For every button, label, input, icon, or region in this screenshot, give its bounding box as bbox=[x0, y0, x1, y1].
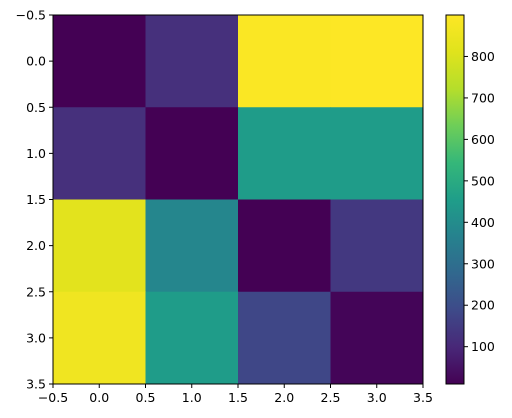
heatmap-cell-r3-c2 bbox=[238, 291, 331, 385]
x-tick-label: 0.5 bbox=[136, 390, 156, 405]
y-tick-label: 0.0 bbox=[26, 54, 46, 69]
colorbar-tick-label: 300 bbox=[471, 256, 495, 271]
colorbar-ticks: 100 200 300 400 500 600 700 800 bbox=[464, 49, 495, 354]
y-tick-label: 2.0 bbox=[26, 238, 46, 253]
heatmap-cell-r3-c3 bbox=[330, 291, 424, 385]
heatmap-cells bbox=[53, 15, 424, 385]
heatmap-cell-r1-c2 bbox=[238, 107, 331, 200]
x-tick-label: 1.0 bbox=[182, 390, 202, 405]
colorbar-frame bbox=[445, 14, 465, 385]
colorbar-tick-label: 800 bbox=[471, 49, 495, 64]
x-tick-label: 3.0 bbox=[367, 390, 387, 405]
colorbar-tick-label: 500 bbox=[471, 173, 495, 188]
y-tick-label: −0.5 bbox=[16, 8, 46, 23]
heatmap-cell-r1-c1 bbox=[145, 107, 239, 200]
colorbar-tick-label: 200 bbox=[471, 298, 495, 313]
heatmap-cell-r3-c0 bbox=[53, 291, 146, 385]
colorbar-tick-label: 400 bbox=[471, 215, 495, 230]
y-tick-label: 1.5 bbox=[26, 192, 46, 207]
colorbar-tick-label: 600 bbox=[471, 132, 495, 147]
x-tick-label: 3.5 bbox=[413, 390, 433, 405]
x-tick-label: 1.5 bbox=[228, 390, 248, 405]
colorbar-tick-label: 700 bbox=[471, 90, 495, 105]
heatmap-cell-r2-c2 bbox=[238, 199, 331, 293]
y-tick-label: 3.0 bbox=[26, 330, 46, 345]
heatmap-cell-r3-c1 bbox=[145, 291, 239, 385]
heatmap-cell-r1-c3 bbox=[330, 107, 424, 200]
y-tick-label: 3.5 bbox=[26, 377, 46, 392]
heatmap-cell-r0-c3 bbox=[330, 15, 424, 108]
heatmap-cell-r0-c1 bbox=[145, 15, 239, 108]
heatmap-cell-r1-c0 bbox=[53, 107, 146, 200]
colorbar-tick-label: 100 bbox=[471, 339, 495, 354]
heatmap-cell-r2-c3 bbox=[330, 199, 424, 293]
x-tick-label: −0.5 bbox=[38, 390, 68, 405]
y-tick-label: 2.5 bbox=[26, 284, 46, 299]
heatmap-cell-r2-c0 bbox=[53, 199, 146, 293]
x-tick-label: 2.0 bbox=[274, 390, 294, 405]
x-axis-ticks: −0.5 0.0 0.5 1.0 1.5 2.0 2.5 3.0 3.5 bbox=[38, 384, 433, 405]
heatmap-cell-r0-c0 bbox=[53, 15, 146, 108]
y-axis-ticks: −0.5 0.0 0.5 1.0 1.5 2.0 2.5 3.0 3.5 bbox=[16, 8, 53, 392]
x-tick-label: 2.5 bbox=[321, 390, 341, 405]
x-tick-label: 0.0 bbox=[89, 390, 109, 405]
heatmap-cell-r0-c2 bbox=[238, 15, 331, 108]
heatmap-cell-r2-c1 bbox=[145, 199, 239, 293]
colorbar bbox=[446, 15, 464, 384]
y-tick-label: 0.5 bbox=[26, 100, 46, 115]
y-tick-label: 1.0 bbox=[26, 146, 46, 161]
